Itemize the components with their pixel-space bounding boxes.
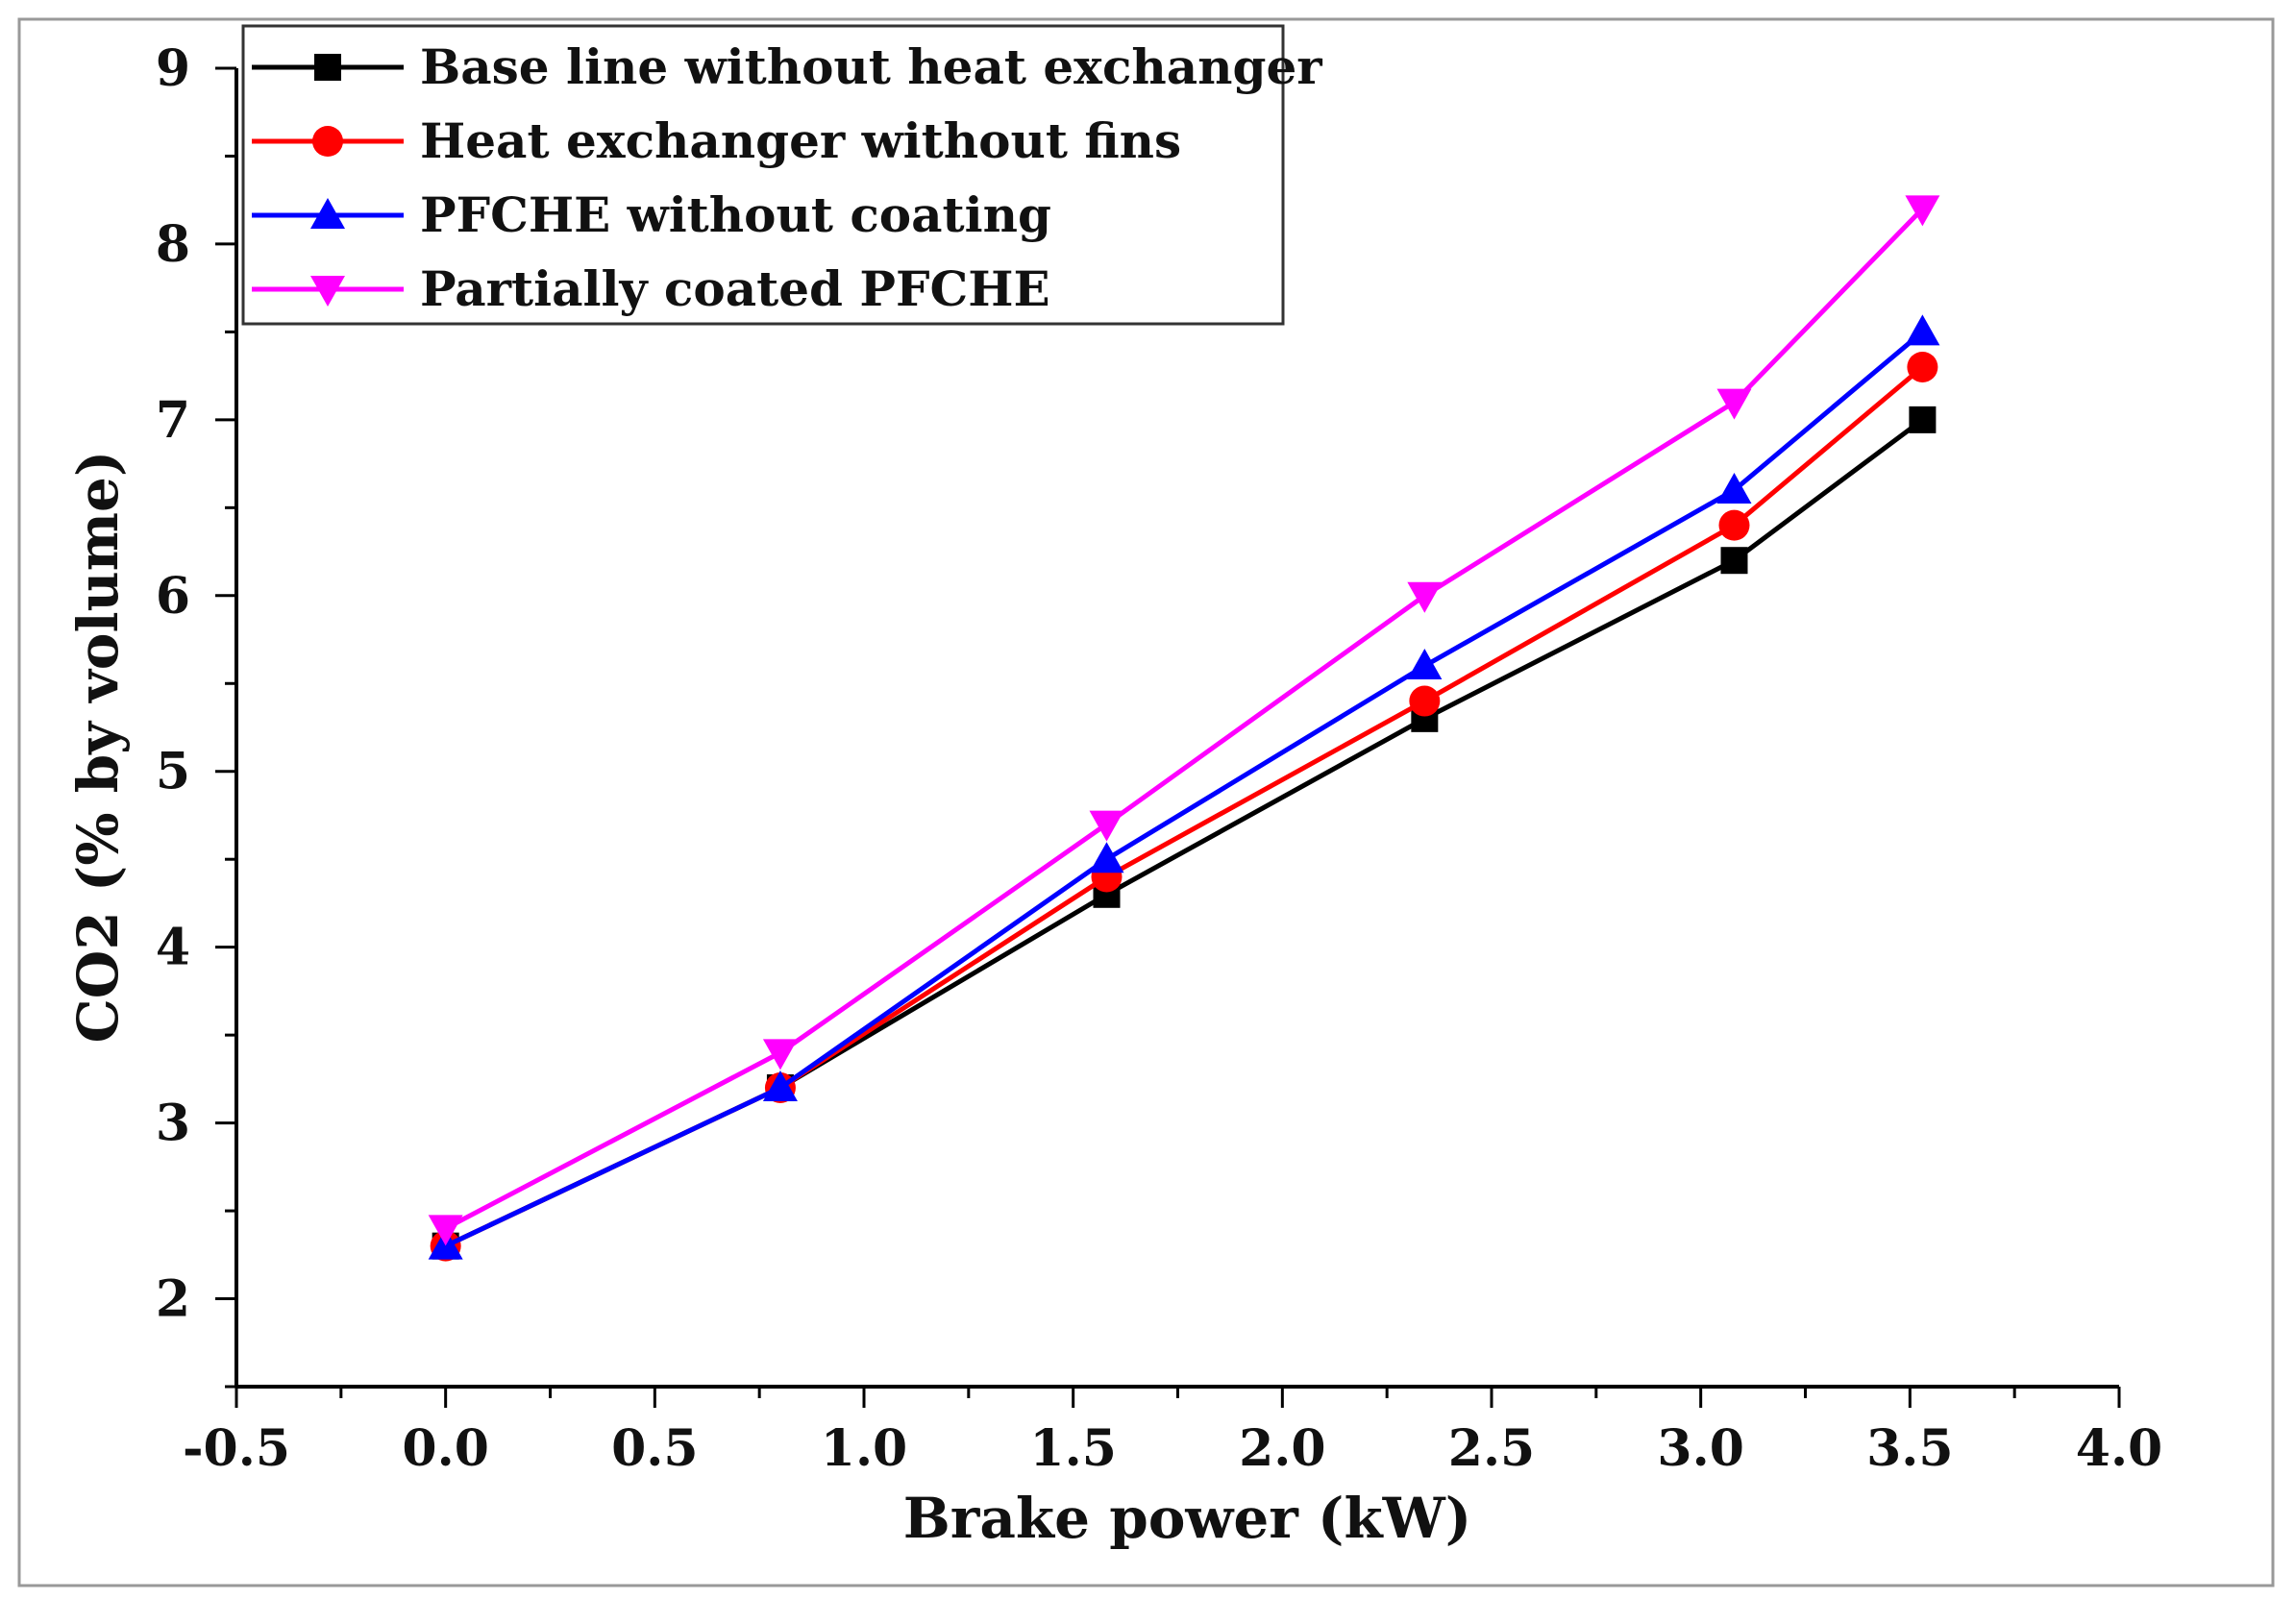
legend-label: Base line without heat exchanger [420, 38, 1322, 95]
x-tick-label: 2.0 [1239, 1419, 1325, 1478]
legend-marker [310, 198, 345, 229]
legend-label: Heat exchanger without fins [420, 112, 1181, 169]
data-point [428, 1215, 463, 1246]
legend-label: PFCHE without coating [420, 186, 1051, 243]
y-tick-label: 4 [156, 919, 190, 977]
legend-box [241, 24, 1285, 326]
x-tick-label: 3.0 [1657, 1419, 1743, 1478]
y-tick-label: 6 [156, 567, 190, 626]
x-tick-label: 4.0 [2076, 1419, 2162, 1478]
data-point [1716, 388, 1752, 420]
data-point [1409, 685, 1441, 717]
data-point [1907, 351, 1938, 382]
x-tick-label: 2.5 [1448, 1419, 1535, 1478]
x-tick-label: 3.5 [1866, 1419, 1953, 1478]
y-axis-title: CO2 (% by volume) [65, 451, 131, 1044]
data-point [1718, 509, 1750, 541]
legend-marker [312, 126, 343, 157]
y-tick-label: 7 [156, 391, 190, 450]
data-point [1407, 581, 1443, 613]
x-tick-label: 0.0 [402, 1419, 488, 1478]
y-tick-label: 2 [156, 1270, 190, 1329]
y-tick-label: 3 [156, 1095, 190, 1153]
y-tick-label: 8 [156, 215, 190, 274]
data-point [1905, 195, 1940, 227]
y-tick-label: 9 [156, 39, 190, 98]
x-axis-title: Brake power (kW) [903, 1486, 1471, 1551]
x-tick-label: -0.5 [183, 1419, 290, 1478]
x-tick-label: 0.5 [611, 1419, 698, 1478]
x-tick-label: 1.5 [1029, 1419, 1116, 1478]
data-point [1909, 406, 1937, 433]
legend-marker [310, 276, 345, 307]
y-tick-label: 5 [156, 743, 190, 801]
data-point [762, 1070, 798, 1102]
data-point [1089, 810, 1124, 842]
data-point [1905, 314, 1940, 346]
legend-label: Partially coated PFCHE [420, 260, 1050, 317]
legend-marker [314, 54, 341, 81]
data-point [1089, 842, 1124, 874]
series-line-4 [444, 207, 1925, 1231]
data-point [1407, 648, 1443, 679]
x-tick-label: 1.0 [821, 1419, 907, 1478]
data-point [1720, 547, 1748, 575]
series-line-3 [444, 330, 1925, 1248]
data-point [1716, 473, 1752, 504]
data-point [762, 1039, 798, 1070]
